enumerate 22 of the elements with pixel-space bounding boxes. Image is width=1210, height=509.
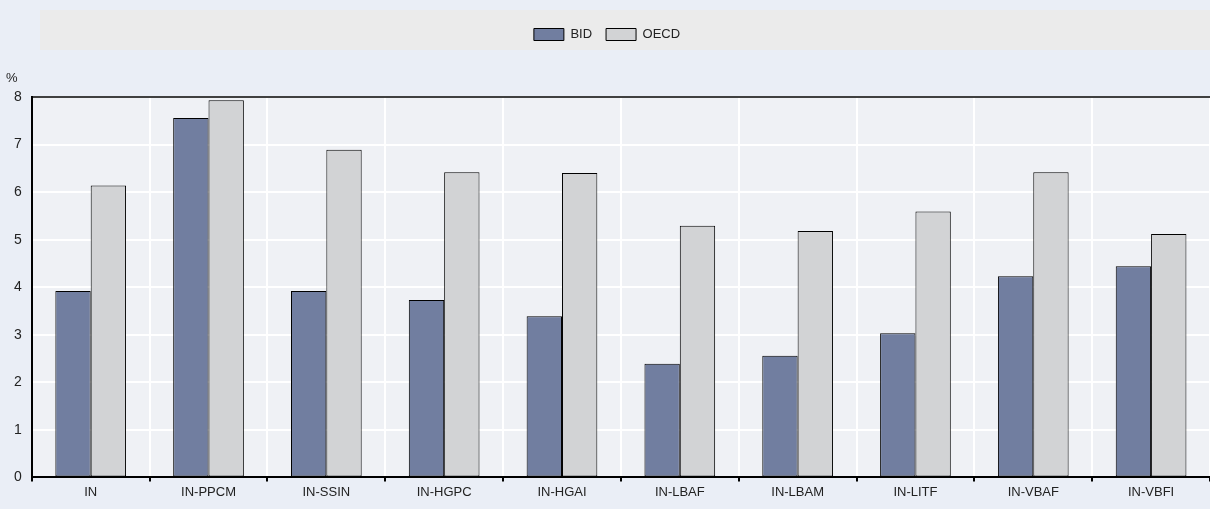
x-tick-label: IN-HGPC (416, 483, 472, 499)
y-tick-label: 5 (13, 230, 22, 247)
y-tick-label: 1 (13, 420, 22, 437)
x-tick-label: IN-SSIN (302, 483, 351, 499)
y-tick-label: 3 (13, 325, 22, 342)
x-tick-label: IN-VBFI (1127, 483, 1175, 499)
x-tick-label: IN-LBAM (771, 483, 824, 499)
y-tick-label: 8 (13, 87, 22, 104)
x-tick-label: IN (84, 483, 98, 499)
x-tick-label: IN-LITF (893, 483, 938, 499)
y-tick-label: 4 (13, 278, 22, 295)
y-tick-label: 7 (13, 135, 22, 152)
y-tick-label: 2 (13, 373, 22, 390)
legend-label: OECD (642, 26, 681, 42)
y-tick-label: 0 (13, 468, 22, 485)
x-tick-label: IN-HGAI (537, 483, 587, 499)
x-tick-label: IN-LBAF (654, 483, 705, 499)
y-axis-title: % (6, 70, 18, 86)
x-tick-label: IN-VBAF (1007, 483, 1059, 499)
legend-label: BID (570, 26, 593, 42)
y-tick-label: 6 (13, 182, 22, 199)
x-tick-label: IN-PPCM (181, 483, 236, 499)
